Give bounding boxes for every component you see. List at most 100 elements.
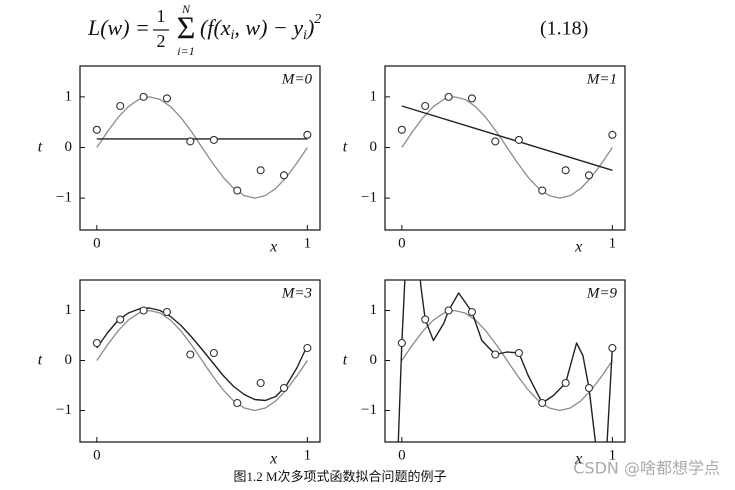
eq-part: (f(x xyxy=(200,15,231,40)
data-point xyxy=(279,383,289,393)
data-point xyxy=(467,94,476,103)
data-point xyxy=(514,348,523,358)
data-point xyxy=(139,92,148,101)
data-point xyxy=(397,125,406,134)
data-point xyxy=(491,137,500,146)
data-point xyxy=(584,171,594,180)
data-point xyxy=(162,307,171,317)
watermark: CSDN @啥都想学点 xyxy=(573,459,720,478)
data-point xyxy=(233,398,242,408)
y-axis-label: t xyxy=(38,139,43,156)
y-axis-label: t xyxy=(343,352,348,369)
data-point xyxy=(116,315,125,324)
y-tick-label: 0 xyxy=(370,139,378,155)
x-tick-label: 1 xyxy=(304,235,312,251)
y-tick-label: −1 xyxy=(56,190,72,206)
curve xyxy=(401,105,613,171)
panel: 0 1 −1 0 1 x t M=1 xyxy=(343,65,626,256)
plot-frame xyxy=(384,279,626,443)
eq-part: , w) − y xyxy=(234,15,303,40)
eq-number: (1.18) xyxy=(540,18,588,40)
data-point xyxy=(186,350,195,359)
eq-upper: N xyxy=(181,2,191,16)
curve xyxy=(401,96,613,199)
curve xyxy=(96,96,308,199)
eq-sum: Σ xyxy=(177,9,196,45)
plot-area xyxy=(397,280,617,442)
caption: 图1.2 M次多项式函数拟合问题的例子 xyxy=(233,469,446,484)
data-point xyxy=(421,315,430,324)
y-tick-label: 1 xyxy=(370,302,378,318)
plot-frame xyxy=(79,279,321,443)
data-point xyxy=(256,166,265,175)
annotation: M=9 xyxy=(586,285,618,301)
data-point xyxy=(584,383,594,393)
annotation: M=0 xyxy=(281,71,313,87)
eq-sub: i xyxy=(303,28,307,43)
data-point xyxy=(467,307,476,317)
y-tick-label: −1 xyxy=(56,402,72,418)
plot-area xyxy=(397,92,617,199)
x-tick-label: 1 xyxy=(609,235,617,251)
eq-body: (f(xi, w) − yi)2 xyxy=(200,12,321,43)
y-tick-label: 1 xyxy=(65,302,73,318)
x-tick-label: 1 xyxy=(609,447,617,463)
data-point xyxy=(608,130,617,139)
x-axis-label: x xyxy=(269,451,277,468)
data-point xyxy=(421,101,430,111)
curve xyxy=(96,309,308,412)
x-axis-label: x xyxy=(574,451,582,468)
plot-frame xyxy=(79,65,321,231)
data-point xyxy=(561,166,570,175)
y-tick-label: 1 xyxy=(370,88,378,104)
x-tick-label: 0 xyxy=(398,235,406,251)
data-point xyxy=(514,135,523,144)
eq-part: ) xyxy=(305,15,314,40)
data-point xyxy=(209,135,218,144)
curve xyxy=(96,307,309,402)
plot-area xyxy=(92,92,312,199)
eq-sub: i xyxy=(231,28,235,43)
panel: 0 1 −1 0 1 x t M=9 xyxy=(343,279,626,468)
data-point xyxy=(538,186,547,195)
y-tick-label: 1 xyxy=(65,88,73,104)
panel: 0 1 −1 0 1 x t M=3 xyxy=(38,279,321,468)
data-point xyxy=(608,343,617,353)
data-point xyxy=(233,186,242,195)
data-point xyxy=(538,398,547,408)
data-point xyxy=(209,348,218,358)
eq-den: 2 xyxy=(157,31,166,51)
eq-num: 1 xyxy=(157,6,166,26)
data-point xyxy=(139,306,148,315)
x-tick-label: 0 xyxy=(93,235,101,251)
y-axis-label: t xyxy=(343,139,348,156)
plot-frame xyxy=(384,65,626,231)
data-point xyxy=(491,350,500,359)
annotation: M=3 xyxy=(281,285,312,301)
eq-sup: 2 xyxy=(314,12,321,27)
data-point xyxy=(92,125,101,134)
eq-lower: i=1 xyxy=(177,44,194,58)
annotation: M=1 xyxy=(586,71,617,87)
eq-lhs: L(w) = xyxy=(87,15,150,40)
plot-area xyxy=(92,306,312,412)
y-tick-label: 0 xyxy=(65,139,73,155)
x-tick-label: 1 xyxy=(304,447,312,463)
data-point xyxy=(186,137,195,146)
y-tick-label: −1 xyxy=(361,402,377,418)
y-axis-label: t xyxy=(38,352,43,369)
data-point xyxy=(303,130,312,139)
y-tick-label: 0 xyxy=(370,352,378,368)
x-axis-label: x xyxy=(574,239,582,256)
data-point xyxy=(561,378,570,388)
data-point xyxy=(256,378,265,388)
x-axis-label: x xyxy=(269,239,277,256)
data-point xyxy=(303,343,312,353)
y-tick-label: −1 xyxy=(361,190,377,206)
x-tick-label: 0 xyxy=(398,447,406,463)
data-point xyxy=(444,306,453,315)
data-point xyxy=(92,338,101,348)
data-point xyxy=(279,171,289,180)
